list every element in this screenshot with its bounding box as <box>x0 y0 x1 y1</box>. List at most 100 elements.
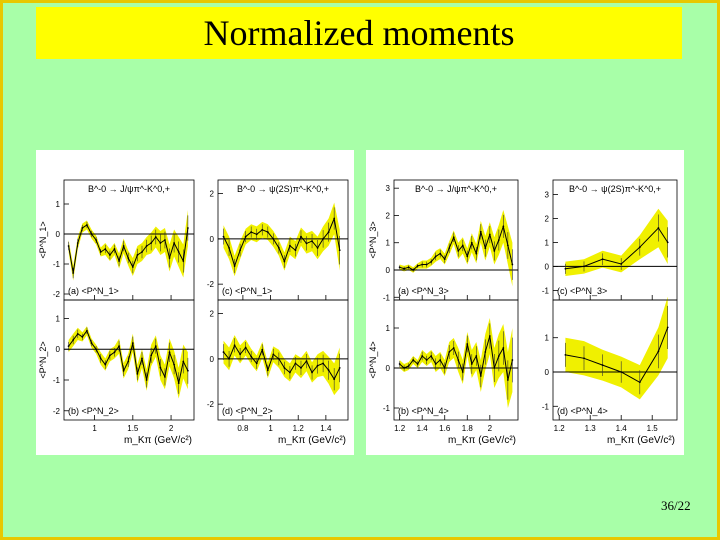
data-point <box>81 227 84 229</box>
data-point <box>439 359 442 361</box>
data-point <box>403 267 406 270</box>
data-point <box>113 351 116 354</box>
data-point <box>583 357 585 360</box>
data-point <box>272 353 275 356</box>
slide-title: Normalized moments <box>203 13 515 53</box>
data-point <box>250 355 253 358</box>
x-tick-label: 1 <box>92 424 97 433</box>
data-point <box>484 247 487 250</box>
data-point <box>425 359 428 361</box>
data-point <box>439 252 442 255</box>
data-point <box>305 360 308 363</box>
data-point <box>564 267 567 270</box>
data-point <box>448 351 451 353</box>
y-tick-label: -1 <box>542 286 550 295</box>
x-tick-label: 1 <box>268 424 273 433</box>
data-point <box>316 364 319 367</box>
data-point <box>122 369 125 372</box>
data-point <box>186 227 189 229</box>
data-point <box>104 363 107 366</box>
data-point <box>666 326 669 329</box>
y-tick-label: 0 <box>56 345 61 354</box>
data-point <box>601 364 604 367</box>
x-axis-label: m_Kπ (GeV/c²) <box>448 435 516 446</box>
data-point <box>150 354 153 357</box>
data-point <box>638 246 641 249</box>
data-point <box>638 381 641 384</box>
data-point <box>255 362 258 365</box>
data-point <box>136 254 139 256</box>
y-tick-label: 2 <box>210 190 215 199</box>
data-point <box>434 363 437 365</box>
data-point <box>452 236 455 239</box>
data-point <box>407 365 410 367</box>
x-tick-label: 1.5 <box>127 424 139 433</box>
data-point <box>168 351 171 354</box>
data-point <box>333 217 336 220</box>
x-axis-label: m_Kπ (GeV/c²) <box>278 435 346 446</box>
data-point <box>108 354 111 357</box>
data-point <box>416 363 419 365</box>
data-point <box>497 355 500 357</box>
data-point <box>466 255 469 258</box>
panel-label: (b) <P^N_2> <box>68 406 119 416</box>
data-point <box>76 242 79 244</box>
data-point <box>277 357 280 360</box>
data-point <box>488 335 491 337</box>
chart-panel: -1 0 1 2 3 (a) <P^N_3> <P^N_3> <box>368 179 519 302</box>
data-point <box>283 260 286 263</box>
data-point <box>475 252 478 255</box>
data-point <box>222 351 225 353</box>
chart-title: B^-0 → J/ψπ^-K^0,+ <box>88 184 170 194</box>
data-point <box>475 355 478 357</box>
error-band <box>223 202 340 277</box>
chart-panel: -1 0 1 (d) <P^N_4> <box>542 296 678 421</box>
y-tick-label: -2 <box>53 290 61 299</box>
data-point <box>583 265 585 268</box>
data-point <box>67 245 70 247</box>
y-tick-label: 1 <box>386 324 391 333</box>
data-point <box>250 231 253 233</box>
data-point <box>322 362 325 365</box>
data-point <box>425 263 428 266</box>
data-point <box>90 233 93 235</box>
y-tick-label: 3 <box>386 184 391 193</box>
data-point <box>434 255 437 258</box>
x-tick-label: 1.2 <box>554 424 566 433</box>
y-tick-label: 1 <box>545 334 550 343</box>
data-point <box>261 228 264 231</box>
figure-left: -2 -1 0 1 (a) <P^N_1> <P^N_1> -2 -1 0 1 (b) <P^N_2… <box>36 150 354 455</box>
data-point <box>657 227 660 229</box>
data-point <box>333 378 336 381</box>
error-band <box>68 210 188 281</box>
chart-panel: -2 0 2 (d) <P^N_2> <box>207 299 349 421</box>
data-point <box>311 371 313 374</box>
data-point <box>272 237 275 240</box>
data-point <box>502 347 505 349</box>
plot-frame <box>393 299 519 421</box>
chart-title: B^-0 → ψ(2S)π^-K^0,+ <box>569 184 661 194</box>
data-point <box>407 266 410 269</box>
y-tick-label: -2 <box>207 280 215 289</box>
data-point <box>99 251 102 253</box>
data-point <box>99 357 102 360</box>
y-tick-label: 1 <box>56 314 61 323</box>
data-point <box>67 345 70 348</box>
data-point <box>233 344 236 347</box>
data-point <box>164 376 166 378</box>
data-point <box>95 348 98 351</box>
data-point <box>72 272 75 274</box>
plot-frame <box>217 299 349 421</box>
data-point <box>327 369 330 372</box>
data-point <box>261 348 264 351</box>
data-point <box>86 329 88 332</box>
data-point <box>466 343 469 345</box>
data-point <box>222 235 225 238</box>
x-tick-label: 0.8 <box>237 424 249 433</box>
x-tick-label: 2 <box>488 424 493 433</box>
data-point <box>430 260 433 263</box>
figure-left-svg: -2 -1 0 1 (a) <P^N_1> <P^N_1> -2 -1 0 1 (b) <P^N_2… <box>38 179 349 446</box>
data-point <box>484 351 487 353</box>
y-tick-label: 1 <box>56 200 61 209</box>
